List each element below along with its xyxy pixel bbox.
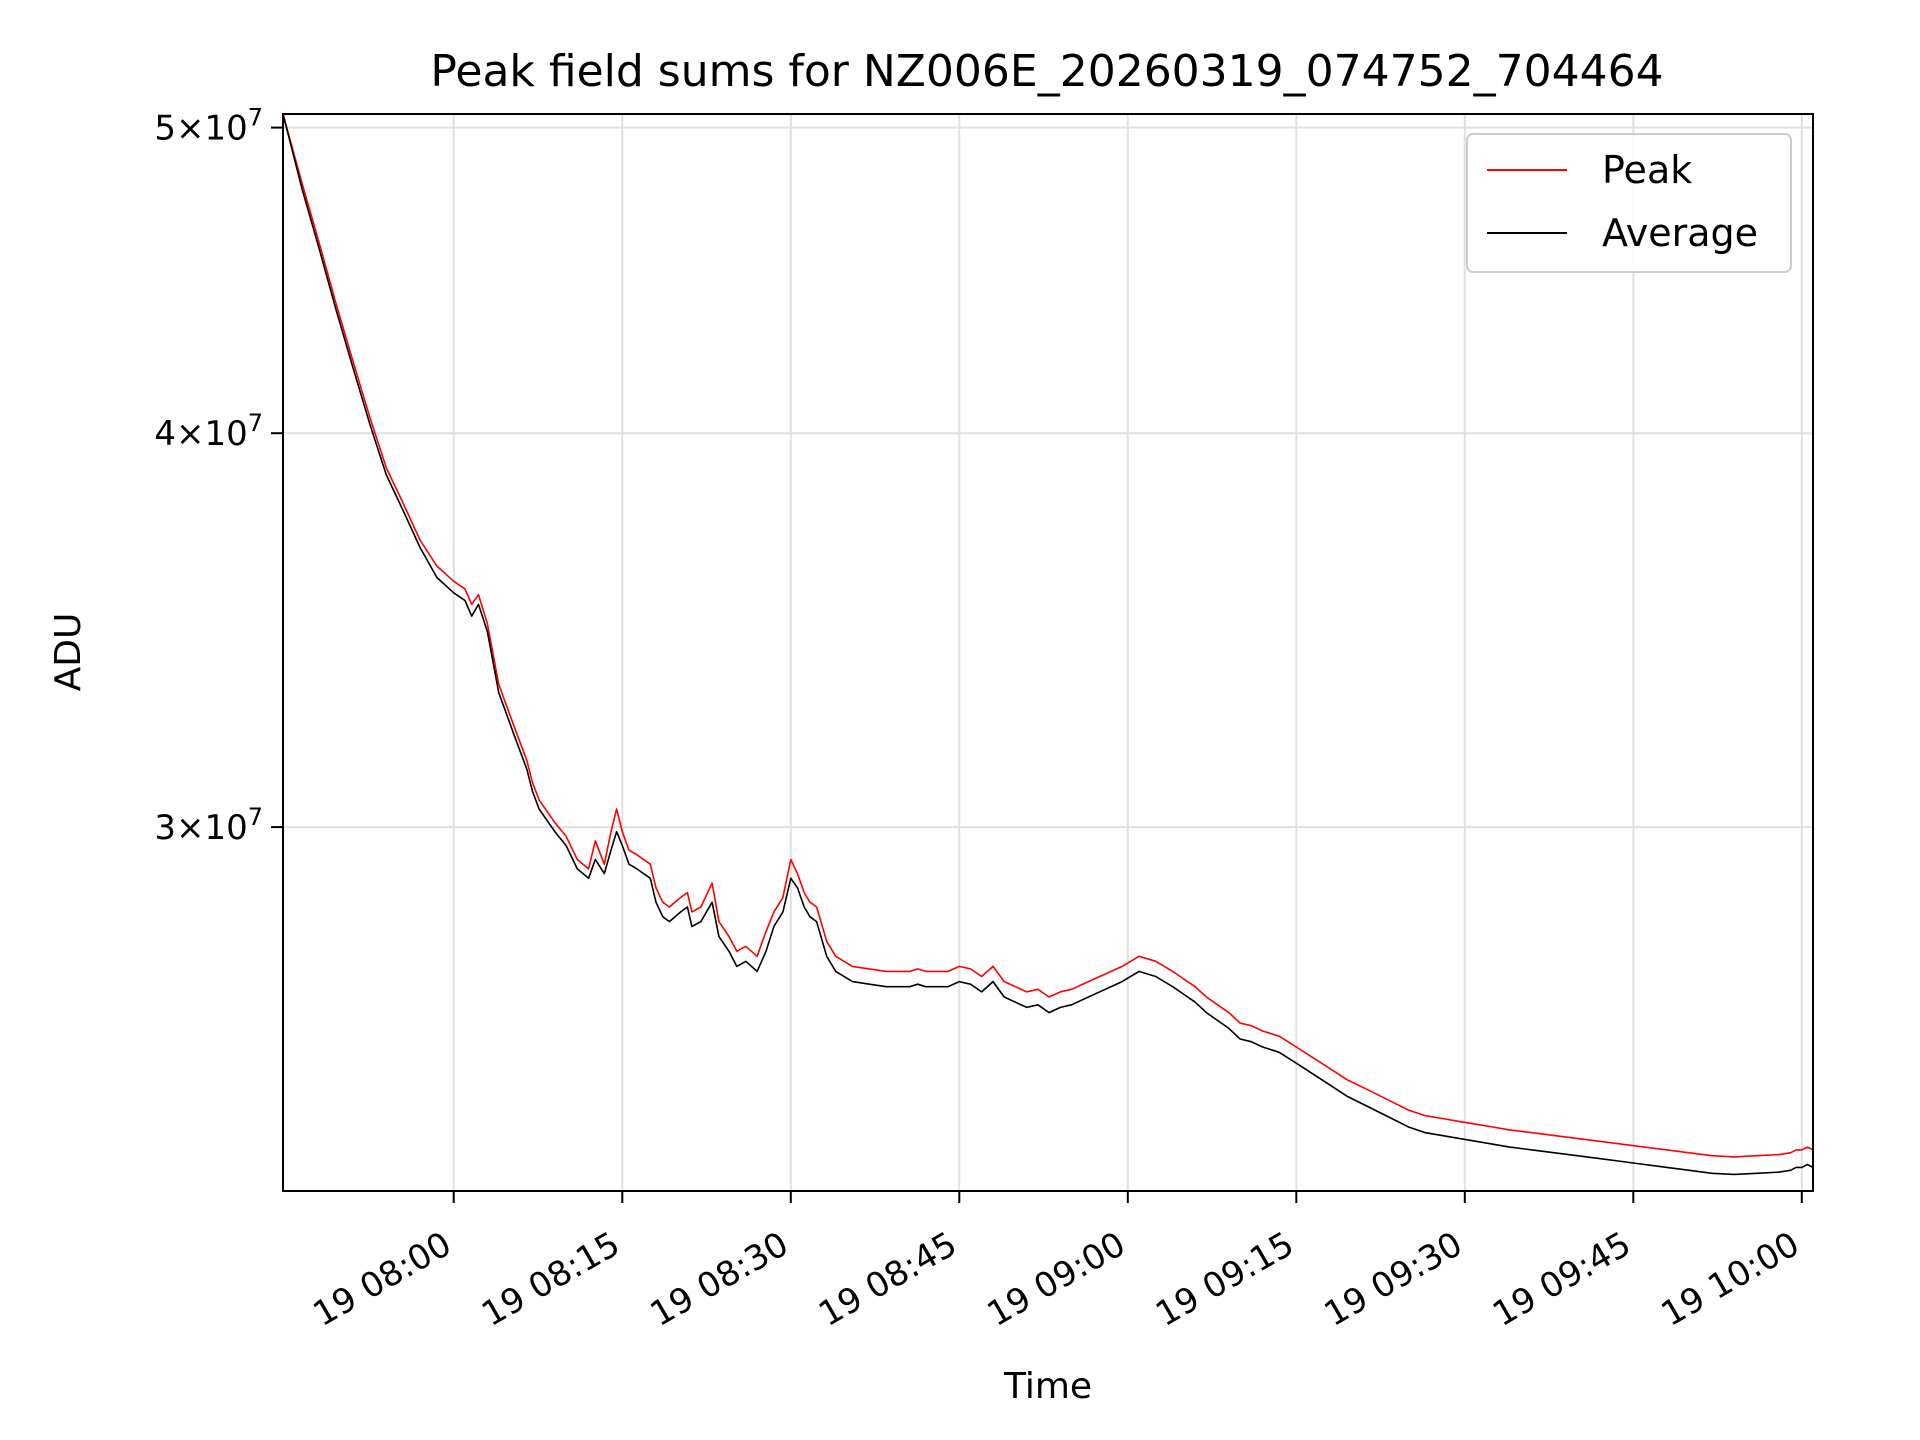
y-tick-mantissa: 5 <box>154 109 176 149</box>
x-axis-title: Time <box>1003 1366 1092 1407</box>
plot-area-frame <box>282 113 1814 1192</box>
y-tick-label: 3×107 <box>154 803 263 848</box>
y-tick-exponent: 7 <box>248 409 263 437</box>
y-axis-title: ADU <box>48 613 89 692</box>
y-tick-label: 5×107 <box>154 104 263 149</box>
y-tick-exponent: 7 <box>248 803 263 831</box>
chart-title: Peak field sums for NZ006E_20260319_0747… <box>430 46 1663 97</box>
y-tick-exponent: 7 <box>248 104 263 132</box>
y-tick-mantissa: 4 <box>154 414 176 454</box>
series-line-peak <box>282 113 1814 1158</box>
series-line-average <box>282 113 1814 1176</box>
grid <box>283 114 1813 1191</box>
y-tick-label: 4×107 <box>154 409 263 454</box>
legend-box <box>1466 133 1792 273</box>
y-tick-mantissa: 3 <box>154 808 176 848</box>
legend-average-label: Average <box>1602 211 1758 255</box>
y-axis: 3×107 4×107 5×107 <box>154 104 283 848</box>
series-layer <box>282 113 1814 1176</box>
legend-peak-label: Peak <box>1602 148 1692 192</box>
legend: Peak Average <box>1466 133 1792 273</box>
